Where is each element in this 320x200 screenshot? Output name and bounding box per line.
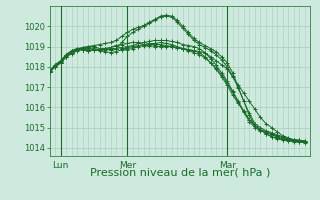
X-axis label: Pression niveau de la mer( hPa ): Pression niveau de la mer( hPa ) — [90, 167, 270, 177]
Text: Lun: Lun — [52, 161, 69, 170]
Text: Mer: Mer — [119, 161, 136, 170]
Text: Mar: Mar — [219, 161, 236, 170]
